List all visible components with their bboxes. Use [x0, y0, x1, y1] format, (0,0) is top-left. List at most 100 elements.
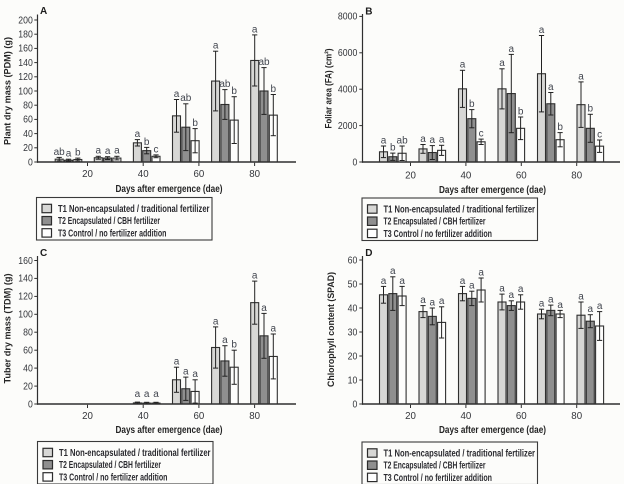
svg-text:60: 60 [194, 411, 205, 422]
svg-text:60: 60 [23, 346, 33, 357]
svg-text:160: 160 [18, 256, 33, 267]
svg-text:100: 100 [18, 310, 33, 321]
svg-text:a: a [509, 290, 515, 301]
svg-text:20: 20 [348, 351, 358, 362]
svg-text:T1 Non-encapsulated / traditio: T1 Non-encapsulated / traditional fertil… [384, 205, 536, 216]
svg-text:60: 60 [516, 170, 527, 181]
svg-text:a: a [153, 389, 159, 400]
svg-text:80: 80 [249, 169, 260, 180]
svg-text:Days after emergence (dae): Days after emergence (dae) [439, 185, 546, 196]
svg-text:a: a [460, 276, 466, 287]
svg-text:a: a [174, 357, 180, 368]
svg-text:a: a [439, 296, 445, 307]
svg-text:a: a [213, 316, 219, 327]
svg-text:20: 20 [23, 381, 33, 392]
svg-text:a: a [420, 295, 426, 306]
svg-text:40: 40 [348, 303, 358, 314]
svg-text:a: a [271, 323, 277, 334]
svg-text:Tuber dry mass (TDM) (g): Tuber dry mass (TDM) (g) [3, 274, 14, 384]
svg-text:a: a [135, 129, 141, 140]
svg-text:a: a [135, 389, 141, 400]
svg-text:ab: ab [180, 93, 192, 104]
svg-text:a: a [499, 284, 505, 295]
svg-text:40: 40 [138, 169, 149, 180]
svg-text:a: a [381, 135, 387, 146]
svg-text:T2 Encapsulated / CBH fertiliz: T2 Encapsulated / CBH fertilizer [58, 216, 160, 227]
svg-text:180: 180 [18, 30, 33, 41]
svg-text:a: a [96, 146, 102, 157]
svg-text:a: a [105, 146, 111, 157]
svg-text:Days after emergence (dae): Days after emergence (dae) [116, 184, 223, 195]
svg-text:a: a [66, 149, 72, 160]
svg-text:40: 40 [461, 170, 472, 181]
svg-text:T3 Control / no fertilizer add: T3 Control / no fertilizer addition [384, 473, 493, 484]
svg-text:a: a [252, 24, 258, 35]
svg-text:40: 40 [23, 363, 33, 374]
svg-text:80: 80 [571, 170, 582, 181]
svg-text:a: a [460, 60, 466, 71]
svg-text:20: 20 [405, 411, 416, 422]
svg-text:0: 0 [353, 157, 358, 168]
svg-text:a: a [192, 369, 198, 380]
svg-text:T3 Control / no fertilizer add: T3 Control / no fertilizer addition [59, 472, 168, 483]
svg-text:40: 40 [23, 129, 33, 140]
svg-text:a: a [439, 135, 445, 146]
svg-text:0: 0 [28, 157, 33, 168]
svg-text:a: a [114, 146, 120, 157]
svg-text:Chlorophyll content (SPAD): Chlorophyll content (SPAD) [326, 272, 337, 387]
svg-text:a: a [557, 300, 563, 311]
svg-text:20: 20 [23, 143, 33, 154]
svg-text:2000: 2000 [338, 121, 358, 132]
svg-text:60: 60 [516, 411, 527, 422]
svg-text:b: b [75, 148, 81, 159]
svg-text:c: c [479, 129, 484, 140]
svg-text:60: 60 [194, 169, 205, 180]
svg-text:Plant dry mass (PDM) (g): Plant dry mass (PDM) (g) [3, 37, 14, 145]
svg-text:40: 40 [461, 411, 472, 422]
svg-text:ab: ab [219, 79, 231, 90]
svg-text:20: 20 [82, 411, 93, 422]
svg-text:a: a [390, 266, 396, 277]
svg-text:50: 50 [348, 279, 358, 290]
svg-text:a: a [430, 135, 436, 146]
svg-text:a: a [539, 25, 545, 36]
svg-text:T2 Encapsulated / CBH fertiliz: T2 Encapsulated / CBH fertilizer [384, 461, 486, 472]
svg-text:a: a [261, 303, 267, 314]
svg-text:a: a [469, 281, 475, 292]
svg-text:Days after emergence (dae): Days after emergence (dae) [116, 425, 223, 436]
svg-text:a: a [174, 89, 180, 100]
svg-text:60: 60 [348, 255, 358, 266]
svg-text:a: a [539, 299, 545, 310]
svg-text:160: 160 [18, 44, 33, 55]
svg-text:120: 120 [18, 72, 33, 83]
svg-text:T1 Non-encapsulated / traditio: T1 Non-encapsulated / traditional fertil… [58, 204, 210, 215]
svg-text:b: b [557, 122, 563, 133]
svg-text:Foliar area (FA) (cm²): Foliar area (FA) (cm²) [324, 49, 335, 129]
svg-text:4000: 4000 [338, 85, 358, 96]
svg-text:b: b [588, 104, 594, 115]
svg-text:a: a [578, 291, 584, 302]
svg-text:100: 100 [18, 86, 33, 97]
svg-text:b: b [271, 84, 277, 95]
svg-text:60: 60 [23, 115, 33, 126]
svg-text:a: a [509, 44, 515, 55]
svg-text:6000: 6000 [338, 48, 358, 59]
svg-text:0: 0 [353, 399, 358, 410]
svg-text:T2 Encapsulated / CBH fertiliz: T2 Encapsulated / CBH fertilizer [384, 217, 486, 228]
svg-text:T1 Non-encapsulated / traditio: T1 Non-encapsulated / traditional fertil… [59, 448, 211, 459]
svg-text:b: b [231, 86, 237, 97]
svg-text:b: b [518, 106, 524, 117]
svg-text:T3 Control / no fertilizer add: T3 Control / no fertilizer addition [384, 229, 493, 240]
svg-text:b: b [144, 137, 150, 148]
svg-text:a: a [183, 367, 189, 378]
svg-text:140: 140 [18, 58, 33, 69]
svg-text:a: a [499, 58, 505, 69]
svg-text:Days after emergence (dae): Days after emergence (dae) [439, 425, 546, 436]
svg-text:b: b [390, 143, 396, 154]
svg-text:ab: ab [54, 147, 66, 158]
svg-text:C: C [40, 248, 47, 259]
svg-text:20: 20 [82, 169, 93, 180]
svg-text:30: 30 [348, 327, 358, 338]
svg-text:ab: ab [258, 57, 270, 68]
svg-text:a: a [430, 297, 436, 308]
